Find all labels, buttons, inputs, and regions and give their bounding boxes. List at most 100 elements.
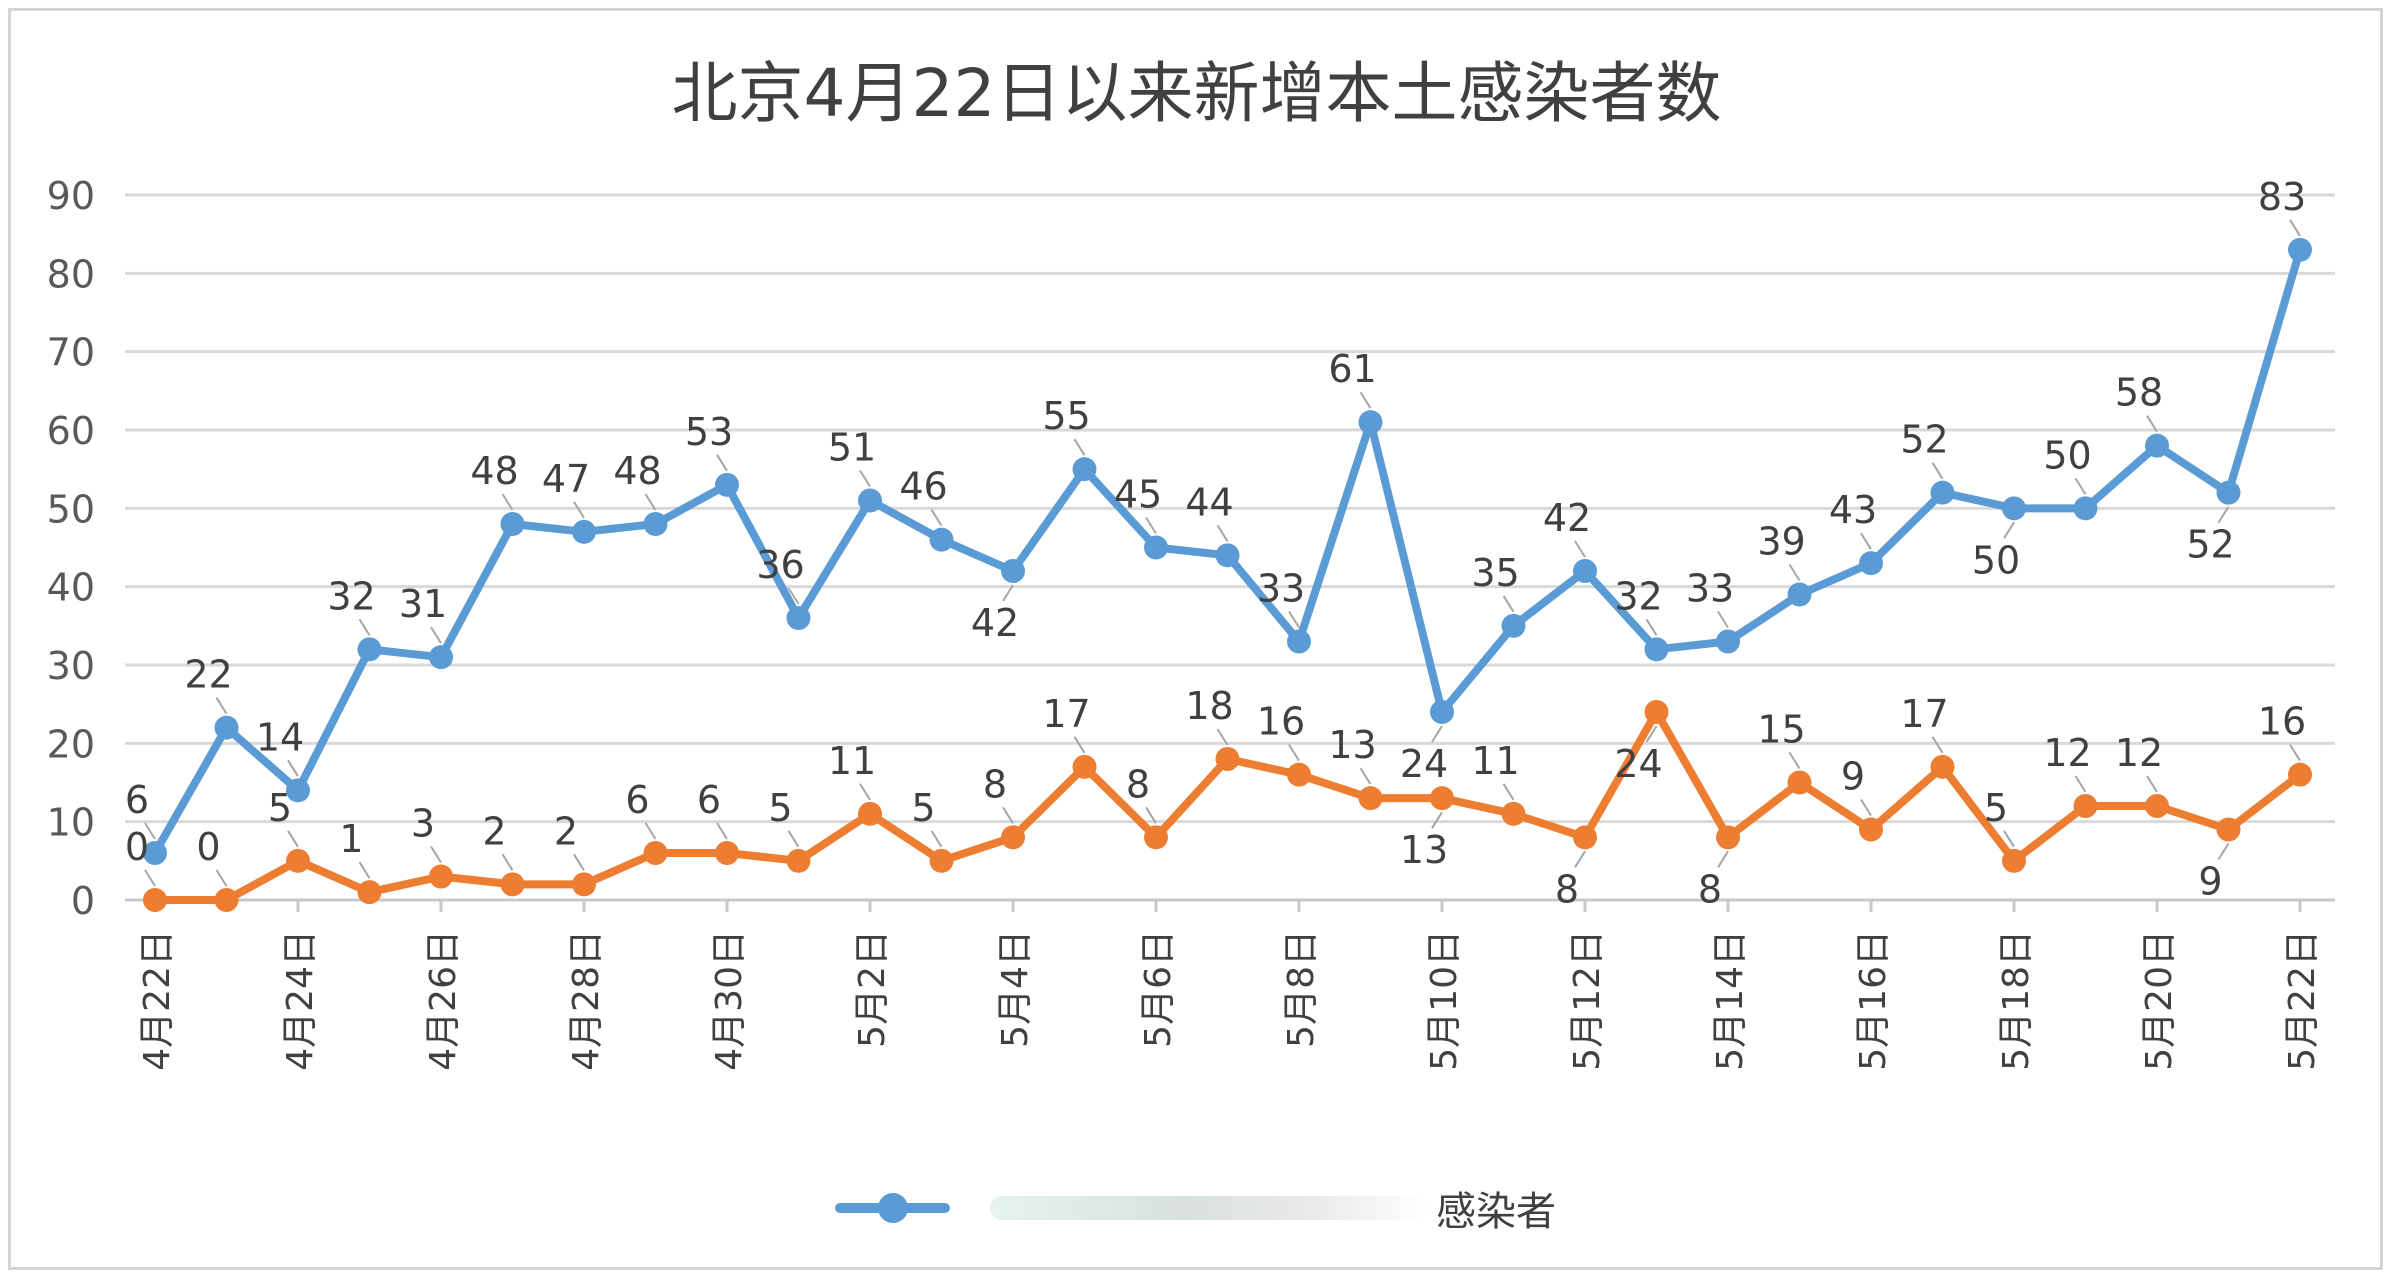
data-label-leader [1502, 595, 1515, 613]
data-label: 18 [1185, 684, 1233, 728]
data-point [1001, 825, 1025, 850]
legend: 感染者 [835, 1178, 1556, 1238]
data-point [643, 841, 668, 865]
data-point [214, 888, 239, 912]
data-point [1358, 786, 1383, 811]
data-point [1072, 457, 1097, 482]
data-point [1716, 629, 1740, 654]
data-label: 5 [911, 786, 935, 830]
data-label-leader [787, 587, 800, 605]
data-label-leader [2146, 775, 2158, 793]
data-point [1144, 535, 1168, 560]
data-point [1215, 747, 1240, 771]
data-label-leader [1002, 806, 1014, 824]
data-point [357, 880, 382, 905]
legend-label-infected: 感染者 [1436, 1189, 1556, 1235]
y-tick-label: 90 [47, 174, 95, 218]
data-label: 5 [768, 786, 792, 830]
data-label-leader [2289, 744, 2301, 762]
data-point [429, 864, 453, 889]
data-point [715, 472, 739, 497]
data-label: 2 [554, 809, 578, 853]
y-tick-label: 50 [47, 487, 95, 531]
data-label-leader [573, 501, 585, 519]
data-point [572, 519, 596, 544]
data-label-leader [215, 697, 228, 715]
data-label: 16 [1257, 700, 1305, 744]
data-label-leader [2003, 830, 2015, 848]
data-label-leader [1788, 563, 1801, 582]
data-point [572, 872, 596, 897]
data-label: 52 [1900, 418, 1948, 462]
data-point [1644, 637, 1669, 662]
data-label: 36 [756, 543, 804, 587]
data-label: 14 [256, 715, 304, 759]
data-label: 12 [2043, 731, 2091, 775]
data-label: 2 [482, 809, 506, 853]
data-label: 8 [1126, 762, 1150, 806]
data-label-leader [501, 853, 514, 871]
data-label-leader [1073, 736, 1086, 754]
data-label: 6 [125, 778, 149, 822]
data-label-leader [1145, 516, 1157, 535]
data-label-leader [573, 853, 585, 871]
data-label: 1 [339, 817, 363, 861]
data-point [643, 512, 668, 536]
data-label: 6 [625, 778, 649, 822]
data-point [1930, 480, 1955, 505]
data-label-leader [1574, 850, 1586, 868]
data-point [1644, 700, 1669, 724]
x-tick-label: 4月22日 [137, 930, 178, 1071]
data-label: 33 [1686, 567, 1734, 611]
data-label: 0 [125, 825, 149, 869]
x-tick-label: 5月10日 [1424, 930, 1465, 1071]
data-label-leader [1359, 391, 1372, 409]
data-label: 9 [1841, 755, 1865, 799]
data-label: 46 [899, 465, 947, 509]
data-label: 22 [184, 653, 232, 697]
data-point [1430, 786, 1454, 811]
data-label-leader [2146, 415, 2158, 433]
x-tick-label: 4月26日 [423, 930, 464, 1071]
data-label: 3 [411, 802, 435, 846]
data-point [2002, 848, 2026, 873]
data-point [2002, 496, 2026, 521]
data-label: 48 [470, 449, 518, 493]
data-label: 61 [1328, 347, 1376, 391]
data-label: 83 [2258, 175, 2306, 219]
series-line-1 [151, 708, 2304, 904]
y-tick-label: 20 [47, 722, 95, 766]
data-label: 8 [983, 762, 1007, 806]
data-label: 58 [2115, 371, 2163, 415]
data-label: 44 [1185, 480, 1233, 524]
data-label-leader [1931, 736, 1944, 754]
data-label: 39 [1757, 520, 1805, 564]
data-label: 31 [399, 582, 447, 626]
y-tick-label: 80 [47, 252, 95, 296]
data-label-leader [1216, 524, 1229, 542]
data-point [500, 512, 525, 536]
data-label: 8 [1555, 867, 1579, 911]
y-tick-label: 70 [47, 331, 95, 375]
data-label-leader [1288, 610, 1300, 629]
data-point [429, 645, 453, 670]
data-label-leader [1216, 728, 1229, 746]
data-point [2216, 817, 2241, 842]
data-label-leader [1502, 783, 1515, 801]
data-label-leader [716, 822, 728, 840]
data-point [1501, 613, 1526, 638]
x-tick-label: 5月12日 [1567, 930, 1608, 1071]
data-label-leader [1288, 744, 1300, 762]
data-label: 13 [1400, 828, 1448, 872]
data-label-leader [1931, 462, 1944, 480]
data-point [143, 888, 167, 912]
data-point [929, 848, 954, 873]
data-point [929, 527, 954, 552]
x-tick-label: 5月14日 [1710, 930, 1751, 1071]
data-point [786, 848, 811, 873]
data-label: 8 [1698, 867, 1722, 911]
data-point [1001, 559, 1025, 583]
data-point [2288, 237, 2312, 262]
x-tick-label: 5月6日 [1138, 930, 1179, 1048]
x-tick-label: 5月16日 [1853, 930, 1894, 1071]
